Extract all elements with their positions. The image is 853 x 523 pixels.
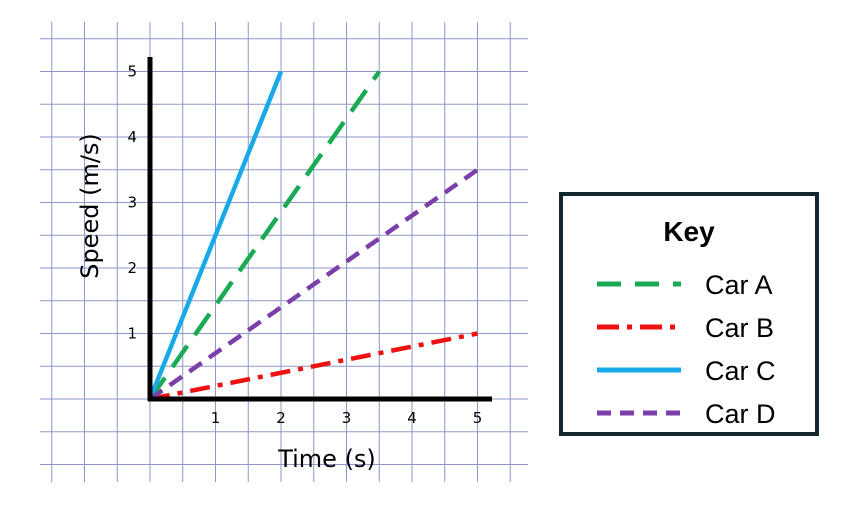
x-axis-title: Time (s) — [277, 445, 376, 473]
series-line-car-c — [147, 70, 284, 400]
legend-item-car-d: Car D — [593, 399, 813, 429]
legend-swatch-car-c — [597, 367, 681, 373]
legend-label: Car C — [705, 356, 776, 386]
legend-label: Car D — [705, 399, 776, 429]
legend-swatch-car-b — [597, 324, 681, 330]
axes — [147, 57, 492, 402]
x-tick-label: 3 — [342, 409, 352, 427]
series-line-car-b — [149, 331, 478, 402]
y-axis-title: Speed (m/s) — [76, 133, 104, 279]
series-line-car-a — [148, 70, 382, 401]
x-tick-label: 5 — [473, 409, 483, 427]
legend-item-car-c: Car C — [593, 356, 813, 386]
x-tick-label: 4 — [407, 409, 417, 427]
legend-swatch-car-d — [597, 410, 681, 416]
legend-title: Key — [663, 216, 715, 247]
legend-item-car-a: Car A — [593, 270, 813, 300]
legend-item-car-b: Car B — [593, 313, 813, 343]
tick-labels: 1 2 3 4 5 1 2 3 4 5 — [127, 63, 482, 428]
x-tick-label: 2 — [276, 409, 286, 427]
legend: Key Car A Car B Car C Car D — [559, 192, 819, 436]
y-tick-label: 1 — [127, 325, 137, 343]
series-lines — [147, 70, 479, 402]
legend-label: Car B — [705, 313, 775, 343]
y-tick-label: 3 — [127, 194, 137, 212]
y-tick-label: 5 — [127, 63, 137, 81]
y-tick-label: 2 — [127, 259, 137, 277]
legend-label: Car A — [705, 270, 773, 300]
x-tick-label: 1 — [211, 409, 221, 427]
y-tick-label: 4 — [127, 128, 137, 146]
legend-swatch-car-a — [597, 281, 681, 287]
series-line-car-d — [148, 167, 479, 401]
